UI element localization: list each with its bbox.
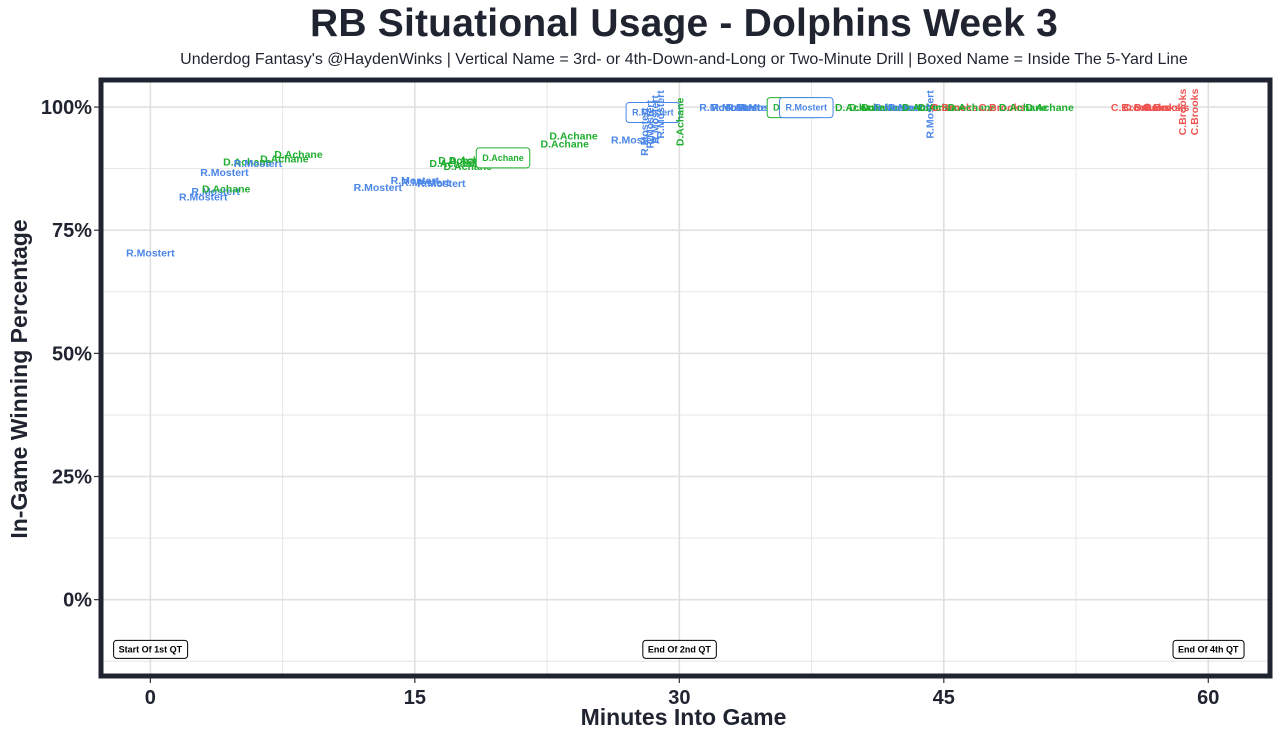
x-tick-label: 0: [145, 687, 156, 709]
point-label: D.Achane: [274, 149, 323, 161]
point-label: D.Achane: [260, 153, 309, 165]
point-label: R.Mostert: [417, 178, 466, 190]
y-tick-label: 100%: [41, 97, 92, 119]
point-label-boxed: D.Achane: [475, 147, 531, 169]
point-label-boxed-text: R.Mostert: [786, 103, 828, 113]
point-label-boxed: R.Mostert: [625, 102, 681, 124]
point-label-boxed: R.Mostert: [779, 97, 834, 119]
point-label: C.Brooks: [1123, 102, 1170, 114]
x-tick-label: 60: [1197, 687, 1219, 709]
point-label: R.Mostert: [354, 182, 403, 194]
quarter-annotation-box: [642, 639, 717, 659]
point-label: R.Mostert: [179, 192, 228, 204]
point-label: D.Achane: [948, 102, 997, 114]
point-label: C.Brooks: [1143, 102, 1190, 114]
plot-frame: [98, 77, 1273, 679]
point-label: C.Brooks: [1134, 102, 1181, 114]
point-label-vertical: R.Mostert: [639, 107, 651, 156]
quarter-annotations: Start Of 1st QT End Of 2nd QT End Of 4th Q…: [113, 639, 1245, 659]
x-tick-label: 30: [668, 687, 690, 709]
point-label: R.Mostert: [712, 102, 761, 114]
point-label: R.Mostert: [699, 102, 748, 114]
point-label-vertical: C.Brooks: [1177, 89, 1189, 136]
point-label-vertical: R.Mostert: [655, 90, 667, 139]
point-label-vertical: R.Mostert: [925, 90, 937, 139]
point-label: C.Brooks: [979, 102, 1026, 114]
point-label: D.Achane: [202, 183, 251, 195]
grid-lines: [101, 80, 1270, 676]
x-tick-label: 15: [404, 687, 426, 709]
quarter-annotation-label: Start Of 1st QT: [119, 644, 183, 654]
point-label-vertical: D.Achane: [674, 97, 686, 146]
point-label: R.Mostert: [234, 158, 283, 170]
point-label: D.Achane: [902, 102, 951, 114]
point-label: R.Mostert: [191, 186, 240, 198]
point-label: D.Achane: [541, 139, 590, 151]
point-label: D.Achane: [223, 156, 272, 168]
point-label: R.Mostert: [726, 102, 775, 114]
quarter-annotation-label: End Of 4th QT: [1178, 644, 1239, 654]
point-label: D.Achane: [918, 102, 967, 114]
point-label-boxed-text: R.Mostert: [632, 108, 674, 118]
point-label: D.Achane: [861, 102, 910, 114]
point-label-box: [625, 102, 681, 124]
point-label: D.Achane: [835, 102, 884, 114]
point-label: D.Achane: [999, 102, 1048, 114]
point-label: R.Mostert: [874, 102, 923, 114]
x-tick-label: 45: [933, 687, 955, 709]
point-label: R.Mostert: [611, 135, 660, 147]
point-label-box: [475, 147, 531, 169]
point-label-vertical: C.Brooks: [1189, 89, 1201, 136]
x-axis-title: Minutes Into Game: [581, 704, 787, 730]
point-label: D.Achane: [849, 102, 898, 114]
quarter-annotation: End Of 4th QT: [1172, 639, 1245, 659]
point-label-boxed-text: D.Achane: [482, 153, 524, 163]
point-label: D.Achane: [1025, 102, 1074, 114]
point-label-vertical: R.Mostert: [650, 95, 662, 144]
quarter-annotation-box: [113, 639, 189, 659]
point-label-vertical: R.Mostert: [644, 100, 656, 149]
y-tick-label: 50%: [52, 343, 92, 365]
chart-title: RB Situational Usage - Dolphins Week 3: [309, 2, 1058, 45]
point-label: D.Achane: [438, 155, 487, 167]
point-label: C.Brooks: [931, 102, 978, 114]
point-label: R.Mostert: [391, 175, 440, 187]
data-points: R.MostertR.MostertR.MostertD.AchaneR.Mos…: [126, 89, 1201, 260]
point-label: R.Mostert: [126, 247, 175, 259]
quarter-annotation: Start Of 1st QT: [113, 639, 189, 659]
point-label: D.Achane: [429, 158, 478, 170]
point-label: R.Mostert: [888, 102, 937, 114]
quarter-annotation-box: [1172, 639, 1245, 659]
y-tick-label: 75%: [52, 220, 92, 242]
point-label: C.Brooks: [1111, 102, 1158, 114]
quarter-annotation: End Of 2nd QT: [642, 639, 717, 659]
chart-subtitle: Underdog Fantasy's @HaydenWinks | Vertic…: [180, 51, 1188, 68]
point-label: R.Mostert: [200, 167, 249, 179]
y-axis-title: In-Game Winning Percentage: [6, 219, 32, 538]
y-tick-label: 25%: [52, 467, 92, 489]
axis-ticks: 0 15 30 45 60 0% 25% 50% 75% 100%: [41, 97, 1220, 709]
y-tick-label: 0%: [63, 590, 92, 612]
point-label: D.Achane: [549, 131, 598, 143]
point-label-box: [779, 97, 834, 119]
point-label: R.Mostert: [401, 177, 450, 189]
quarter-annotation-label: End Of 2nd QT: [648, 644, 711, 654]
